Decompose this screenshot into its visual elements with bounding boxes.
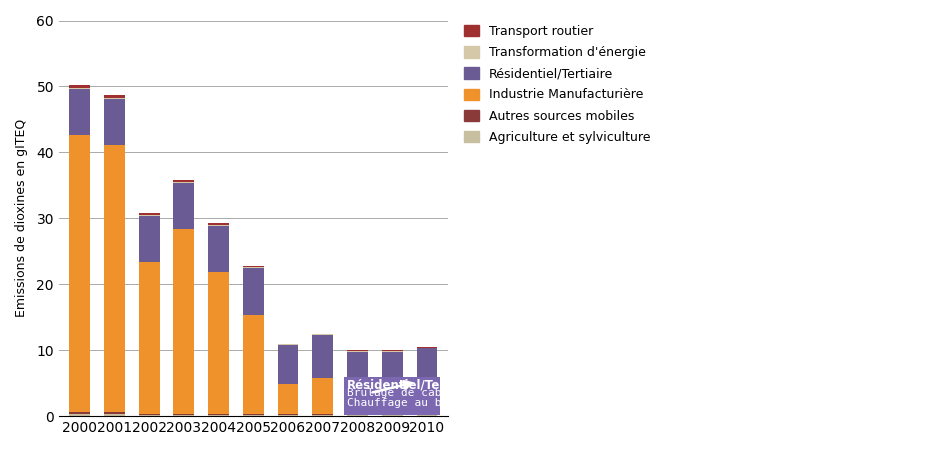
Bar	[382, 350, 402, 351]
Bar	[416, 348, 438, 391]
Bar	[208, 415, 229, 416]
Bar	[347, 391, 368, 414]
Bar	[382, 351, 402, 394]
Bar	[347, 415, 368, 416]
Bar	[104, 414, 125, 416]
Bar	[208, 414, 229, 415]
Bar	[347, 350, 368, 351]
Bar	[416, 414, 438, 415]
Bar	[347, 351, 368, 391]
Bar	[139, 414, 159, 415]
Bar	[69, 85, 90, 88]
Bar	[313, 415, 333, 416]
Bar	[69, 88, 90, 89]
Bar	[382, 394, 402, 414]
Bar	[347, 414, 368, 415]
Bar	[243, 267, 264, 269]
Bar	[174, 414, 194, 415]
Bar	[416, 391, 438, 414]
Bar	[104, 412, 125, 414]
Bar	[243, 315, 264, 414]
Bar	[174, 180, 194, 182]
Text: Chauffage au bois: 1,7gITEQ: Chauffage au bois: 1,7gITEQ	[347, 398, 529, 408]
Bar	[104, 99, 125, 145]
Bar	[313, 414, 333, 415]
Text: Résidentiel/Tertiaire:: Résidentiel/Tertiaire:	[347, 378, 487, 391]
Bar	[382, 414, 402, 415]
Bar	[69, 412, 90, 414]
Bar	[139, 215, 159, 216]
Bar	[139, 262, 159, 414]
Bar	[278, 415, 299, 416]
Bar	[243, 269, 264, 315]
Bar	[208, 272, 229, 414]
Bar	[416, 415, 438, 416]
Bar	[139, 415, 159, 416]
Bar	[104, 98, 125, 99]
Bar	[174, 229, 194, 414]
Y-axis label: Emissions de dioxines en gITEQ: Emissions de dioxines en gITEQ	[15, 119, 28, 317]
Bar	[208, 225, 229, 272]
Bar	[416, 347, 438, 348]
Bar	[313, 334, 333, 335]
Bar	[278, 414, 299, 415]
Bar	[139, 213, 159, 215]
Bar	[243, 414, 264, 415]
Bar	[382, 415, 402, 416]
Legend: Transport routier, Transformation d'énergie, Résidentiel/Tertiaire, Industrie Ma: Transport routier, Transformation d'éner…	[458, 19, 657, 150]
Bar	[278, 344, 299, 345]
Bar	[139, 216, 159, 262]
Bar	[69, 89, 90, 135]
Bar	[174, 182, 194, 183]
Bar	[174, 415, 194, 416]
Bar	[69, 414, 90, 416]
FancyBboxPatch shape	[344, 377, 440, 415]
Bar	[278, 345, 299, 384]
Bar	[278, 384, 299, 414]
Bar	[69, 135, 90, 412]
Text: Brulage de cable:   3,9gITEQ: Brulage de cable: 3,9gITEQ	[347, 388, 536, 398]
Bar	[104, 145, 125, 412]
Bar	[313, 335, 333, 378]
Bar	[243, 415, 264, 416]
Bar	[313, 378, 333, 414]
Bar	[208, 223, 229, 225]
Bar	[104, 95, 125, 98]
Bar	[243, 266, 264, 267]
Bar	[174, 183, 194, 229]
